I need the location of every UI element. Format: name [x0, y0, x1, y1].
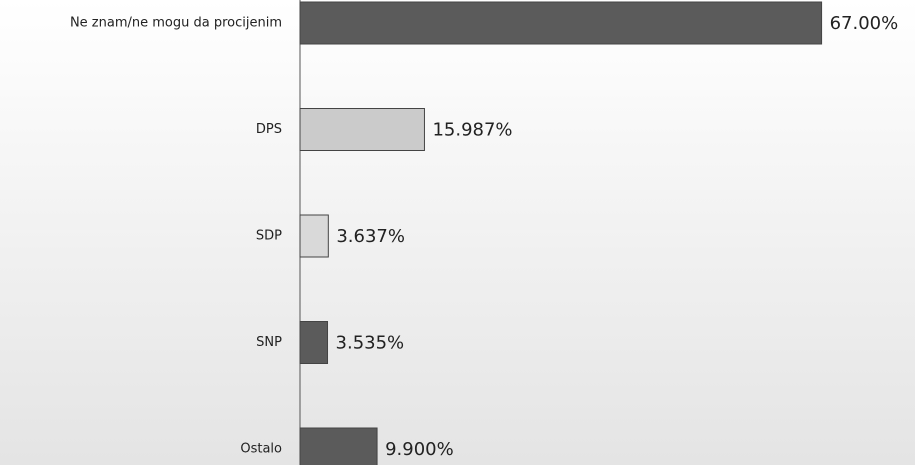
bar — [299, 108, 425, 151]
bar — [299, 1, 823, 45]
data-label: 9.900% — [385, 439, 454, 460]
bar — [299, 427, 378, 465]
y-tick-label: Ne znam/ne mogu da procijenim — [70, 16, 282, 31]
data-label: 3.637% — [336, 226, 405, 247]
y-tick-label: Ostalo — [240, 442, 282, 457]
y-tick-label: SDP — [256, 229, 282, 244]
y-tick-label: SNP — [256, 335, 282, 350]
bar — [299, 214, 329, 258]
data-label: 15.987% — [432, 120, 512, 141]
y-tick-label: DPS — [256, 122, 282, 137]
data-label: 67.00% — [830, 13, 899, 34]
bar — [299, 321, 329, 364]
data-label: 3.535% — [336, 333, 405, 354]
